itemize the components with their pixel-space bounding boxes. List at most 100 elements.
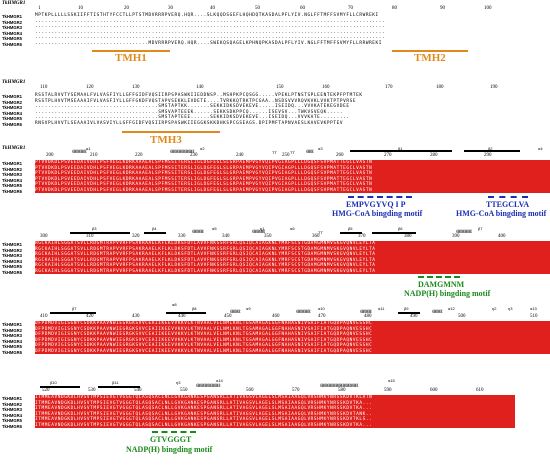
nadph-motif-dash (152, 431, 196, 433)
sequence-name: TkHMGR5 (2, 418, 23, 423)
sequence-name: TkHMGR5 (2, 183, 23, 188)
sequence-row: PTVVDKDLPSVEEDAIVDHLPSFVEGLKDRKAAAEALSPF… (35, 187, 373, 193)
beta-strand-arrow (464, 150, 520, 152)
position-number: 220 (135, 153, 143, 158)
helix-coil: ℓℓℓℓℓℓℓ (230, 309, 241, 315)
ss-label: α1 (86, 146, 91, 151)
ruler-label: TkHMGR1 (2, 146, 26, 151)
position-number: 540 (134, 388, 142, 393)
position-number: 50 (255, 6, 260, 11)
beta-strand-arrow (70, 232, 130, 234)
ss-label: TT (290, 150, 295, 155)
position-number: 350 (264, 234, 272, 239)
position-number: 40 (210, 6, 215, 11)
ss-label: β1 (398, 146, 403, 151)
sequence-name: TkHMGR2 (2, 19, 23, 25)
beta-strand-arrow (398, 312, 420, 314)
ss-label: η3 (508, 306, 513, 311)
position-number: 590 (384, 388, 392, 393)
tmh1-label: TMH1 (115, 52, 147, 64)
sequence-row: PTVVDKDLPSVEEDAIVDHLPSFVEGLKDRKAAAEALSPF… (35, 176, 373, 182)
sequence-name: TkHMGR6 (2, 188, 23, 194)
ss-label: η3 (176, 380, 181, 385)
helix-coil: ℓℓℓℓℓℓℓℓℓℓℓ (456, 229, 472, 235)
sequence-row: RGCKAIHLSGGATSVLLRDGMTRAPVVRFPSAKRAAELKF… (35, 268, 376, 274)
position-number: 430 (132, 314, 140, 319)
ss-label: α13 (530, 306, 537, 311)
sequence-row: DFPDMDVIGISGNYCSDKKPAAVNWIEGRGKSVVCEAIIK… (35, 321, 373, 326)
position-number: 420 (86, 314, 94, 319)
sequence-row: DFPDMDVIGISGNYCSDKKPAAVNWIEGRGKSVVCEAIIK… (35, 348, 373, 354)
conserved-region (35, 321, 550, 354)
position-number: 30 (168, 6, 173, 11)
position-number: 290 (484, 153, 492, 158)
position-number: 240 (236, 153, 244, 158)
sequence-name: TkHMGR2 (2, 99, 23, 105)
position-number: 580 (338, 388, 346, 393)
sequence-name: TkHMGR6 (2, 349, 23, 355)
position-number: 200 (46, 153, 54, 158)
position-number: 70 (348, 6, 353, 11)
sequence-row: RGCKAIHLSGGATSVLLRDGMTRAPVVRFPSAKRAAELKF… (35, 257, 376, 263)
sequence-row: PTVVDKDLPSVEEDAIVDHLPSFVEGLKDRKAAAEALSPF… (35, 182, 373, 187)
ss-label: α10 (318, 306, 325, 311)
sequence-row: RSSTALRVVTYSEMAALFVLVASFIYLLGFFGIDFVQSII… (35, 93, 363, 98)
sequence-row: ......................................SM… (35, 109, 344, 115)
hmg-coa-motif-label: HMG-CoA bingding motif (456, 209, 547, 218)
ss-label: β6 (398, 226, 403, 231)
ruler-label: TkHMGR1 (2, 1, 26, 6)
sequence-name: TkHMGR1 (2, 161, 23, 166)
sequence-row: RNSVPLHVVTLSEAAAIVLVASVIYLLGFFGIDFVQSIIR… (35, 120, 344, 126)
ss-label: β7 (72, 306, 77, 311)
ss-label: β8 (192, 306, 197, 311)
ss-label: TT (318, 230, 323, 235)
position-number: 120 (86, 85, 94, 90)
ss-label: α5 (212, 226, 217, 231)
position-number: 500 (458, 314, 466, 319)
sequence-name: TkHMGR3 (2, 25, 23, 30)
sequence-name: TkHMGR2 (2, 166, 23, 172)
helix-coil: ℓℓℓℓℓℓℓℓℓℓℓℓℓℓℓℓℓ (196, 383, 221, 389)
position-number: 260 (336, 153, 344, 158)
sequence-row: DFPDMDVIGISGNYCSDKKPAAVNWIEGRGKSVVCEAIIK… (35, 332, 373, 337)
sequence-row: ITMMEAVNDGKDLHVSVTMPSIEVGTVGGGTQLASQSACL… (35, 411, 373, 417)
position-number: 360 (312, 234, 320, 239)
sequence-name: TkHMGR3 (2, 172, 23, 177)
position-number: 110 (40, 85, 48, 90)
sequence-name: TkHMGR3 (2, 407, 23, 412)
position-number: 490 (410, 314, 418, 319)
sequence-name: TkHMGR5 (2, 36, 23, 41)
position-number: 460 (272, 314, 280, 319)
alignment-block-4: β3 β4 α5 ℓℓℓℓℓℓℓℓ η1 α6 ℓℓℓℓℓℓℓℓℓ TT β5 … (0, 226, 550, 312)
position-number: 480 (364, 314, 372, 319)
alignment-block-2: TkHMGR1 110 120 130 140 150 160 170 180 … (0, 80, 550, 150)
sequence-name: TkHMGR4 (2, 110, 23, 116)
ss-label: α11 (378, 306, 385, 311)
sequence-row: ........................................… (35, 35, 386, 40)
position-number: 470 (318, 314, 326, 319)
tmh1-bar (92, 50, 170, 52)
sequence-name: TkHMGR3 (2, 333, 23, 338)
position-number: 100 (484, 6, 492, 11)
beta-strand-arrow (340, 232, 362, 234)
position-number: 380 (404, 234, 412, 239)
ss-label: β4 (152, 226, 157, 231)
ss-label: β2 (488, 146, 493, 151)
ss-label: TT (272, 150, 277, 155)
sequence-row: PTVVDKDLPSVEEDAIVDHLPSFVEGLKDRKAAAEALSPF… (35, 171, 373, 176)
tmh3-bar (122, 131, 220, 133)
sequence-name: TkHMGR6 (2, 423, 23, 429)
beta-strand-arrow (50, 312, 96, 314)
position-number: 190 (490, 85, 498, 90)
ss-label: α3 (318, 146, 323, 151)
position-number: 230 (190, 153, 198, 158)
position-number: 450 (224, 314, 232, 319)
position-number: 60 (300, 6, 305, 11)
position-number: 570 (292, 388, 300, 393)
ss-label: α4 (538, 146, 543, 151)
hmg-coa-motif-sequence: EMPVGYVQ I P (346, 200, 406, 209)
position-number: 560 (246, 388, 254, 393)
ss-label: α6 (290, 226, 295, 231)
position-number: 340 (222, 234, 230, 239)
conserved-region (35, 395, 515, 428)
